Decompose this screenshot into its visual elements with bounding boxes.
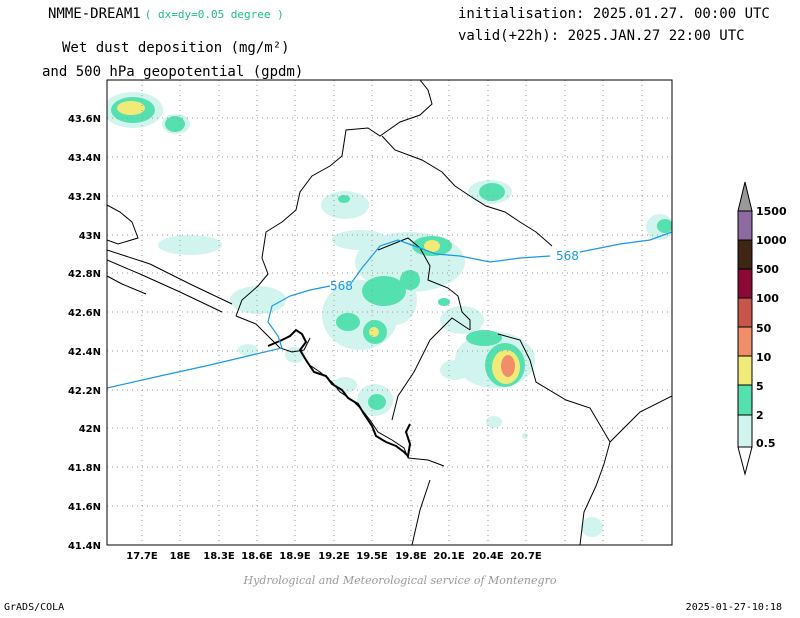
y-tick-label: 43.2N (68, 192, 101, 203)
x-tick-label: 18.9E (279, 551, 311, 562)
y-tick-label: 43N (79, 231, 101, 242)
y-tick-label: 42.8N (68, 269, 101, 280)
contour-label: 568 (556, 249, 579, 263)
model-resolution: ( dx=dy=0.05 degree ) (144, 8, 284, 21)
colorbar-swatch (737, 326, 753, 357)
colorbar-label: 5 (756, 380, 764, 393)
colorbar-swatch (737, 297, 753, 328)
colorbar-swatch (737, 239, 753, 270)
x-tick-label: 20.7E (510, 551, 542, 562)
software-label: GrADS/COLA (4, 602, 65, 613)
x-tick-label: 18E (170, 551, 191, 562)
colorbar-label: 1000 (756, 234, 787, 247)
map-frame (106, 79, 673, 546)
x-tick-label: 18.3E (203, 551, 235, 562)
initialisation-time: initialisation: 2025.01.27. 00:00 UTC (458, 6, 770, 22)
valid-time: valid(+22h): 2025.JAN.27 22:00 UTC (458, 28, 745, 44)
colorbar-high-arrow (737, 181, 753, 212)
colorbar-swatch (737, 384, 753, 416)
y-tick-label: 41.6N (68, 502, 101, 513)
colorbar-label: 2 (756, 409, 764, 422)
dust-deposition-shading (107, 92, 672, 537)
colorbar-swatch (737, 210, 753, 241)
y-tick-label: 42.4N (68, 347, 101, 358)
x-tick-label: 20.4E (472, 551, 504, 562)
x-tick-label: 19.5E (356, 551, 388, 562)
field-title-line2: and 500 hPa geopotential (gpdm) (42, 64, 304, 80)
lat-lon-grid (107, 80, 672, 545)
geopotential-contour (107, 231, 672, 389)
colorbar-swatch (737, 414, 753, 448)
country-borders (107, 80, 672, 545)
coastline (267, 328, 412, 459)
colorbar (737, 181, 753, 476)
colorbar-low-arrow (737, 446, 753, 476)
credit-text: Hydrological and Meteorological service … (243, 574, 557, 587)
y-tick-label: 42.6N (68, 308, 101, 319)
y-tick-label: 42N (79, 424, 101, 435)
contour-labels: 568 568 (330, 249, 579, 293)
colorbar-label: 50 (756, 322, 772, 335)
colorbar-label: 0.5 (756, 437, 776, 450)
y-axis-tick-labels: 41.4N 41.6N 41.8N 42N 42.2N 42.4N 42.6N … (68, 114, 101, 552)
x-tick-label: 17.7E (126, 551, 158, 562)
x-axis-tick-labels: 17.7E 18E 18.3E 18.6E 18.9E 19.2E 19.5E … (126, 551, 542, 562)
y-tick-label: 42.2N (68, 386, 101, 397)
y-tick-label: 43.6N (68, 114, 101, 125)
x-tick-label: 18.6E (241, 551, 273, 562)
colorbar-label: 10 (756, 351, 772, 364)
generation-timestamp: 2025-01-27-10:18 (685, 602, 782, 613)
colorbar-label: 100 (756, 292, 779, 305)
y-tick-label: 41.4N (68, 541, 101, 552)
colorbar-swatch (737, 268, 753, 299)
colorbar-swatch (737, 355, 753, 386)
colorbar-label: 500 (756, 263, 779, 276)
colorbar-label: 1500 (756, 205, 787, 218)
contour-label: 568 (330, 279, 353, 293)
y-tick-label: 41.8N (68, 463, 101, 474)
x-tick-label: 19.2E (318, 551, 350, 562)
y-tick-label: 43.4N (68, 153, 101, 164)
colorbar-labels: 0.5 2 5 10 50 100 500 1000 1500 (756, 205, 787, 450)
model-title: NMME-DREAM1( dx=dy=0.05 degree ) (48, 6, 284, 22)
model-name: NMME-DREAM1 (48, 6, 141, 22)
x-tick-label: 20.1E (433, 551, 465, 562)
x-tick-label: 19.8E (395, 551, 427, 562)
field-title-line1: Wet dust deposition (mg/m²) (62, 40, 290, 56)
